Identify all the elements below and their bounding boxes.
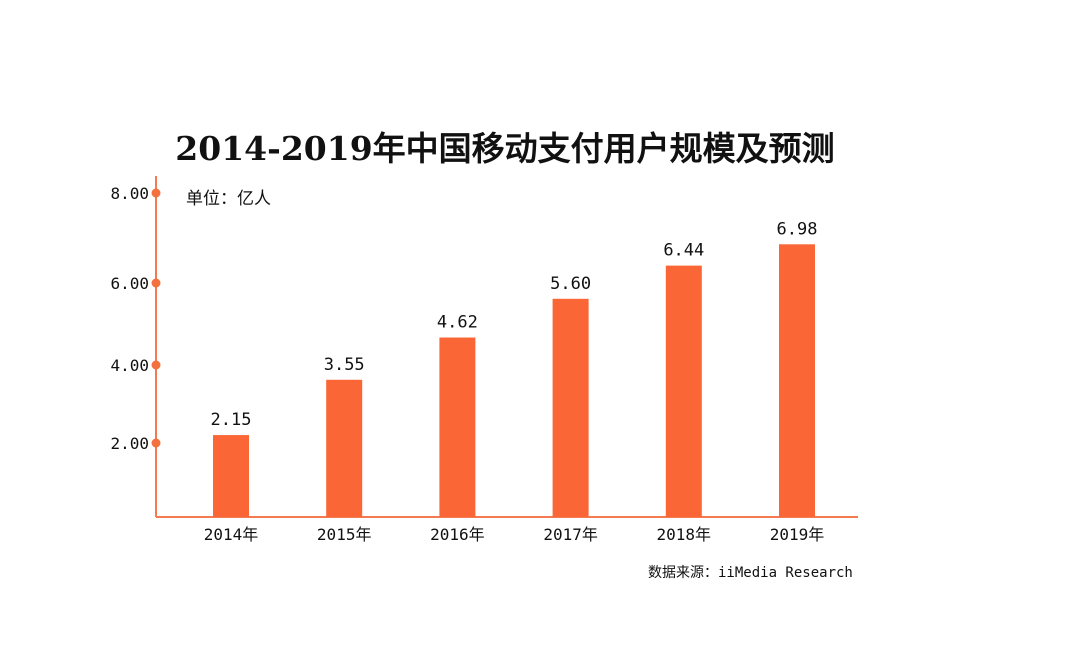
data-label: 3.55: [324, 355, 365, 375]
y-tick-marker: [151, 188, 161, 198]
y-tick-label: 2.00: [110, 434, 149, 453]
bar: [213, 435, 249, 517]
source-note: 数据来源：iiMedia Research: [648, 565, 853, 581]
x-tick-label: 2014年: [204, 525, 259, 544]
y-tick-marker: [151, 278, 161, 288]
y-tick-label: 8.00: [110, 184, 149, 203]
bar: [552, 298, 589, 517]
bar: [665, 265, 702, 517]
data-label: 6.44: [663, 241, 704, 261]
data-label: 2.15: [211, 410, 252, 430]
bar: [326, 379, 363, 517]
y-tick-label: 6.00: [110, 274, 149, 293]
y-tick-marker: [151, 360, 161, 370]
unit-label: 单位：亿人: [186, 189, 271, 209]
x-tick-label: 2019年: [770, 525, 825, 544]
bar: [439, 337, 476, 517]
y-tick-label: 4.00: [110, 356, 149, 375]
x-tick-label: 2018年: [657, 525, 712, 544]
x-tick-label: 2016年: [430, 525, 485, 544]
data-label: 4.62: [437, 313, 478, 333]
bar: [779, 244, 815, 518]
x-tick-label: 2017年: [543, 525, 598, 544]
chart-title: 2014-2019年中国移动支付用户规模及预测: [175, 129, 835, 168]
data-label: 6.98: [777, 219, 818, 239]
data-label: 5.60: [550, 274, 591, 294]
y-tick-marker: [151, 438, 161, 448]
x-tick-label: 2015年: [317, 525, 372, 544]
